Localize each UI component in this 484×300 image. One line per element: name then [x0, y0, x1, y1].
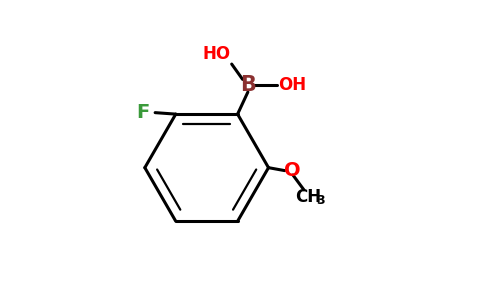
Text: F: F	[137, 103, 150, 122]
Text: O: O	[284, 161, 301, 180]
Text: 3: 3	[317, 194, 325, 207]
Text: OH: OH	[278, 76, 306, 94]
Text: HO: HO	[203, 45, 231, 63]
Text: CH: CH	[295, 188, 321, 206]
Text: B: B	[240, 75, 256, 95]
